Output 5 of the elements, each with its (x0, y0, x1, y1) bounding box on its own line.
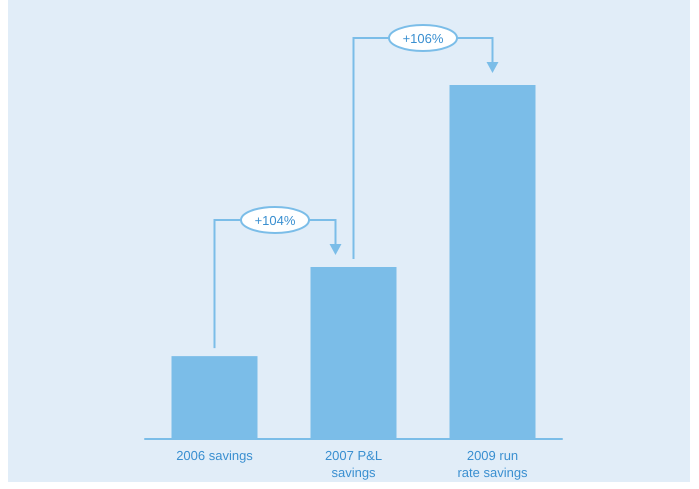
x-tick-label: 2009 run rate savings (457, 448, 528, 480)
text: +106% (402, 31, 444, 46)
annotation: +104% (254, 212, 296, 228)
x-tick-label: 2006 savings (176, 448, 254, 463)
x-tick-label: 2007 P&L savings (324, 448, 382, 480)
